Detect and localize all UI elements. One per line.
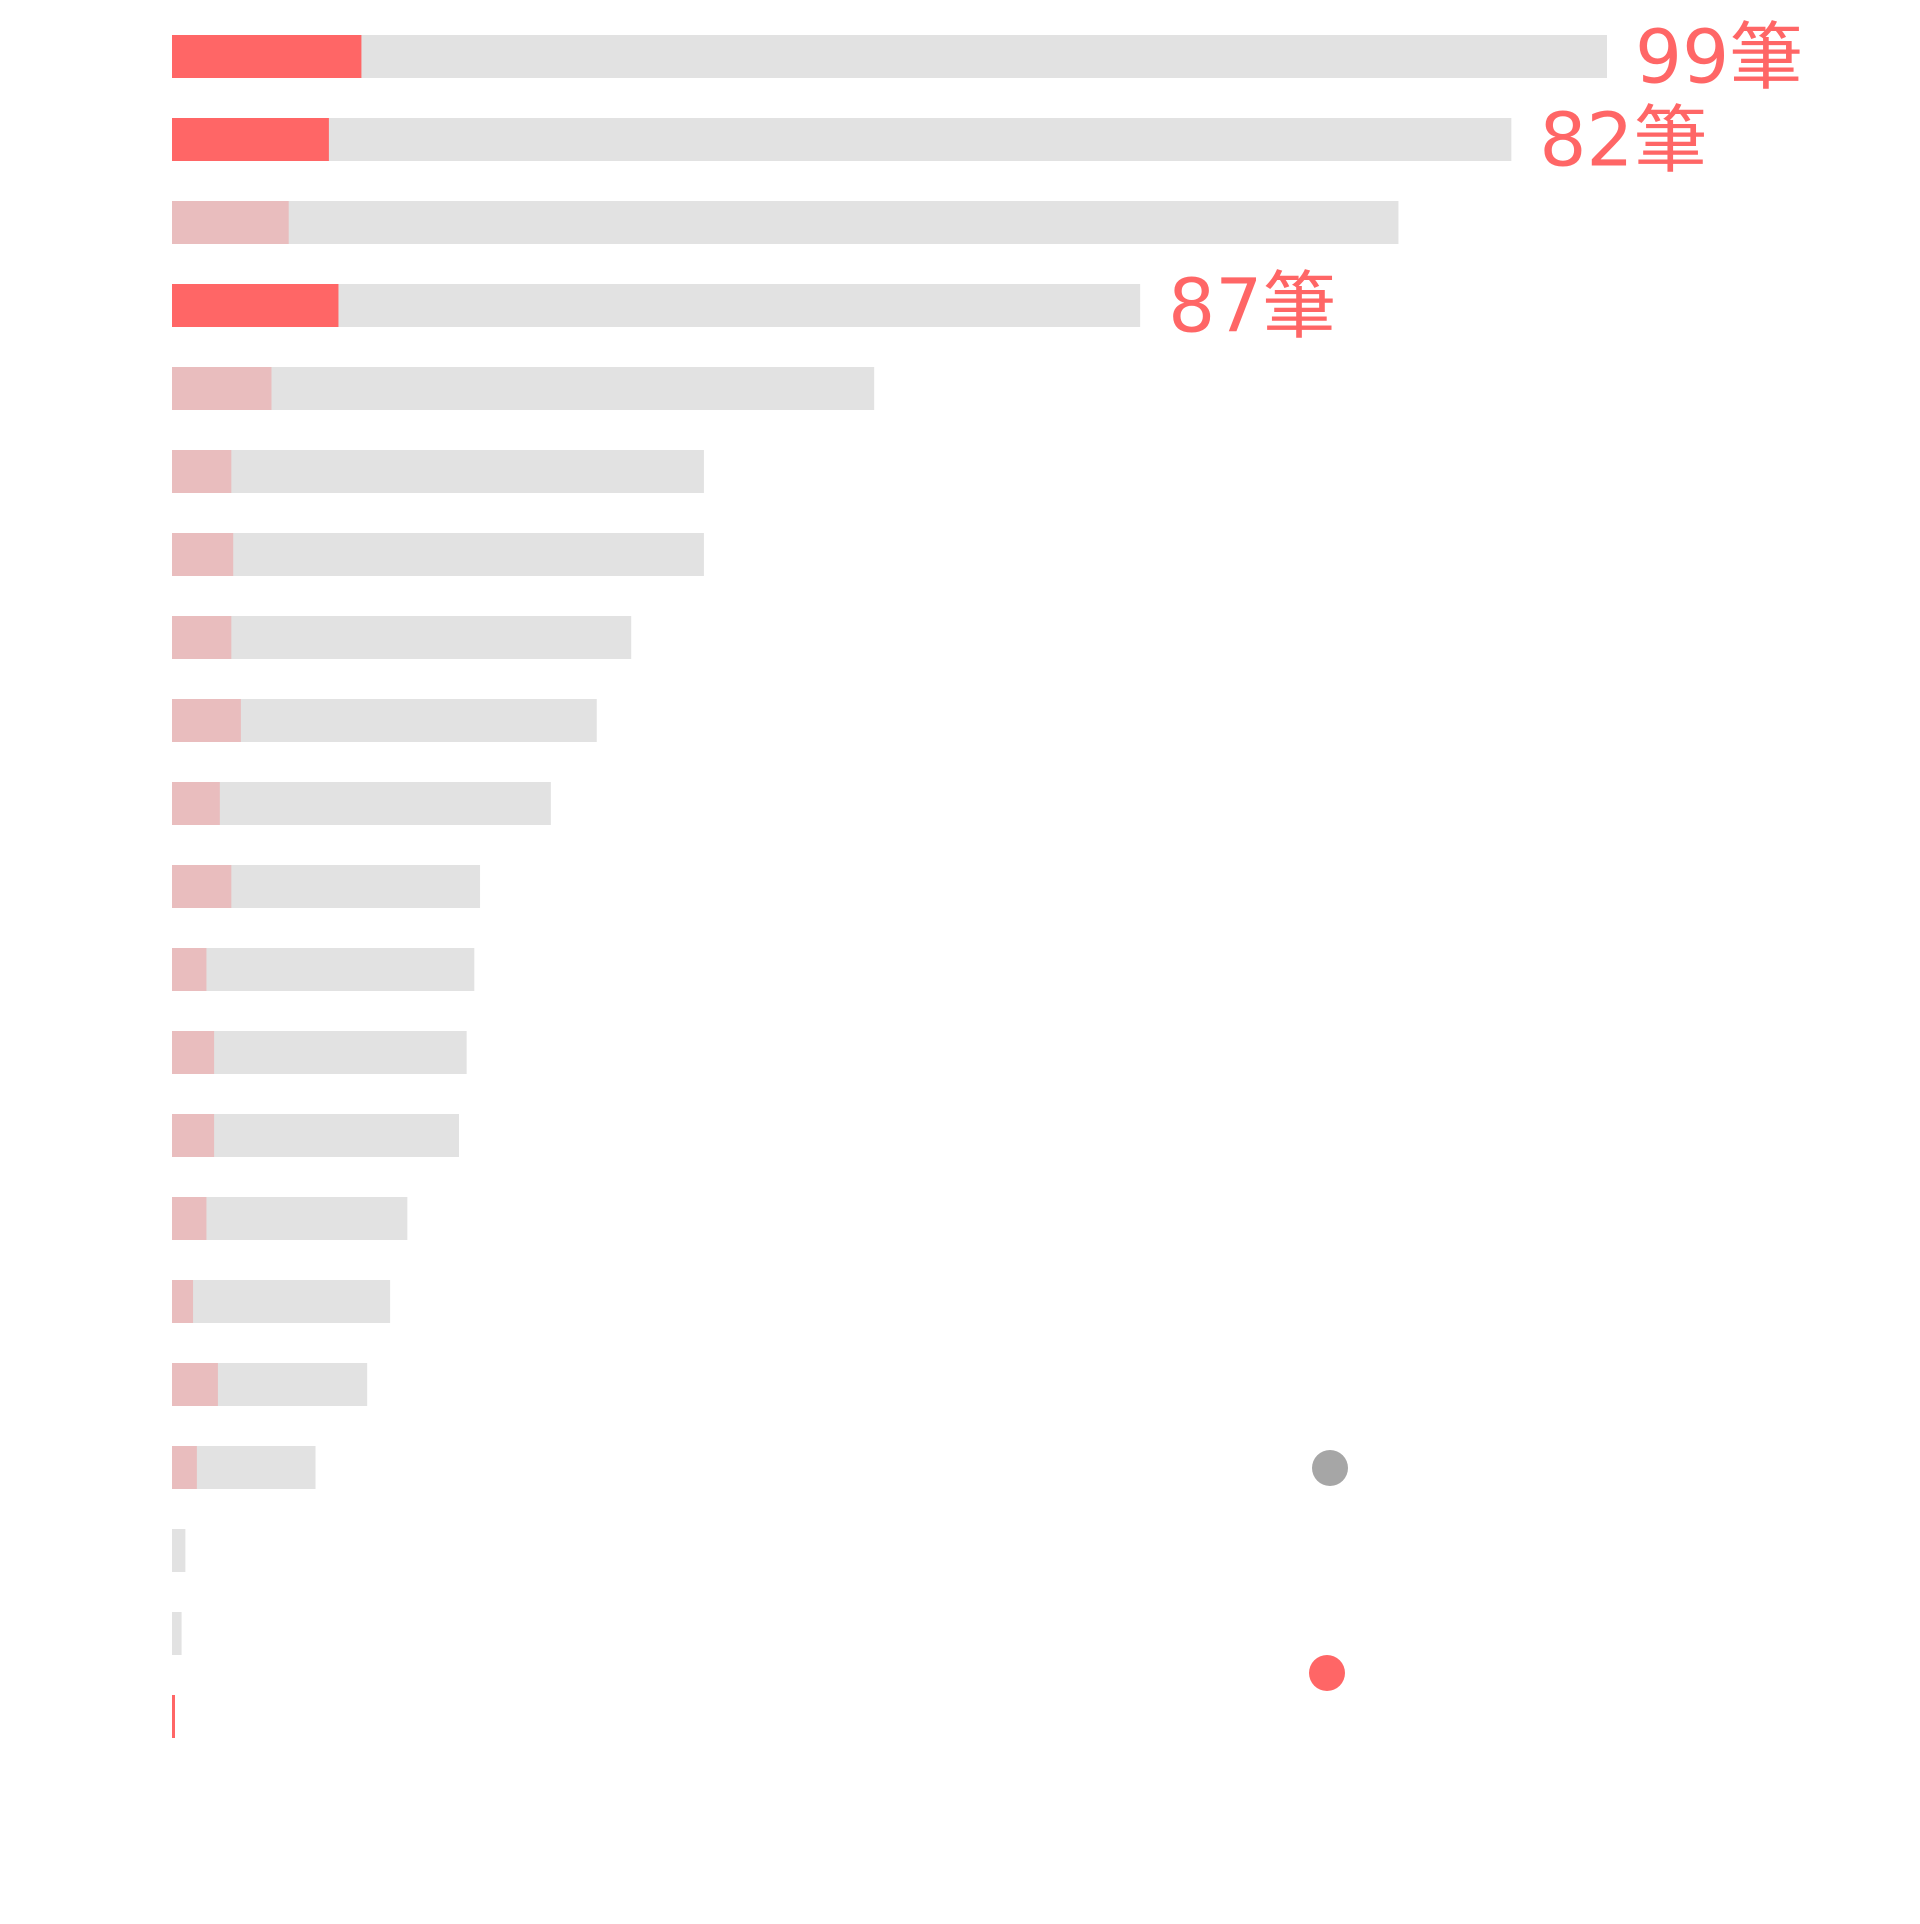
bar-highlight-17 xyxy=(172,1446,197,1489)
bar-highlight-4 xyxy=(172,367,272,410)
bar-highlight-14 xyxy=(172,1197,207,1240)
bar-total-4 xyxy=(172,367,875,410)
bar-highlight-6 xyxy=(172,533,234,576)
bar-highlight-16 xyxy=(172,1363,218,1406)
bar-total-6 xyxy=(172,533,704,576)
bar-total-7 xyxy=(172,616,632,659)
bar-total-12 xyxy=(172,1031,467,1074)
bar-highlight-9 xyxy=(172,782,220,825)
bar-highlight-15 xyxy=(172,1280,194,1323)
bar-total-2 xyxy=(172,201,1399,244)
legend-marker-0 xyxy=(1312,1450,1348,1486)
data-label-3: 87筆 xyxy=(1168,264,1336,350)
bar-highlight-5 xyxy=(172,450,232,493)
bar-total-19 xyxy=(172,1612,182,1655)
bar-highlight-13 xyxy=(172,1114,215,1157)
bar-total-1 xyxy=(172,118,1512,161)
data-label-0: 99筆 xyxy=(1635,15,1803,101)
bar-highlight-12 xyxy=(172,1031,215,1074)
bar-total-9 xyxy=(172,782,551,825)
legend-marker-1 xyxy=(1309,1655,1345,1691)
bar-total-14 xyxy=(172,1197,408,1240)
bar-highlight-10 xyxy=(172,865,232,908)
bar-total-8 xyxy=(172,699,597,742)
bar-highlight-20 xyxy=(172,1695,175,1738)
bar-highlight-0 xyxy=(172,35,362,78)
bar-total-15 xyxy=(172,1280,391,1323)
bar-highlight-8 xyxy=(172,699,241,742)
bar-total-13 xyxy=(172,1114,459,1157)
bar-total-18 xyxy=(172,1529,186,1572)
bar-total-11 xyxy=(172,948,475,991)
bar-highlight-1 xyxy=(172,118,329,161)
bar-highlight-2 xyxy=(172,201,289,244)
bar-highlight-7 xyxy=(172,616,232,659)
bar-highlight-3 xyxy=(172,284,339,327)
data-label-1: 82筆 xyxy=(1539,98,1707,184)
bar-highlight-11 xyxy=(172,948,207,991)
bar-total-5 xyxy=(172,450,704,493)
bar-total-0 xyxy=(172,35,1607,78)
